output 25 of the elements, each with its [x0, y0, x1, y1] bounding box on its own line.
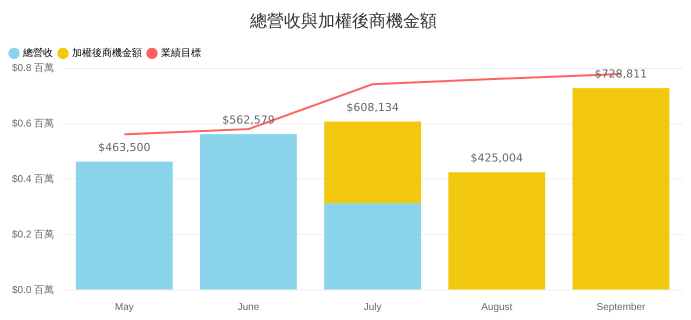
legend-label: 業績目標: [161, 46, 201, 59]
bar: [324, 122, 422, 204]
total-label: $463,500: [98, 140, 151, 154]
bar: [324, 203, 422, 290]
bar: [572, 88, 670, 290]
y-tick-label: $0.2 百萬: [12, 228, 54, 240]
x-tick-label: June: [238, 302, 260, 313]
y-tick-label: $0.8 百萬: [12, 62, 54, 74]
bar: [200, 134, 297, 290]
bar: [448, 172, 546, 290]
chart-title: 總營收與加權後商機金額: [249, 12, 437, 32]
total-label: $425,004: [470, 152, 524, 165]
x-tick-label: July: [364, 302, 382, 313]
y-tick-label: $0.0 百萬: [12, 284, 54, 296]
y-tick-label: $0.6 百萬: [12, 118, 54, 130]
x-tick-label: September: [596, 302, 646, 313]
total-label: $562,579: [222, 114, 275, 127]
x-tick-label: August: [481, 302, 513, 313]
y-tick-label: $0.4 百萬: [12, 172, 54, 185]
bar: [76, 162, 173, 290]
legend-label: 總營收: [22, 46, 53, 59]
x-tick-label: May: [114, 302, 134, 313]
total-label: $728,811: [594, 67, 648, 80]
total-label: $608,134: [346, 100, 399, 114]
legend-label: 加權後商機金額: [72, 46, 142, 59]
